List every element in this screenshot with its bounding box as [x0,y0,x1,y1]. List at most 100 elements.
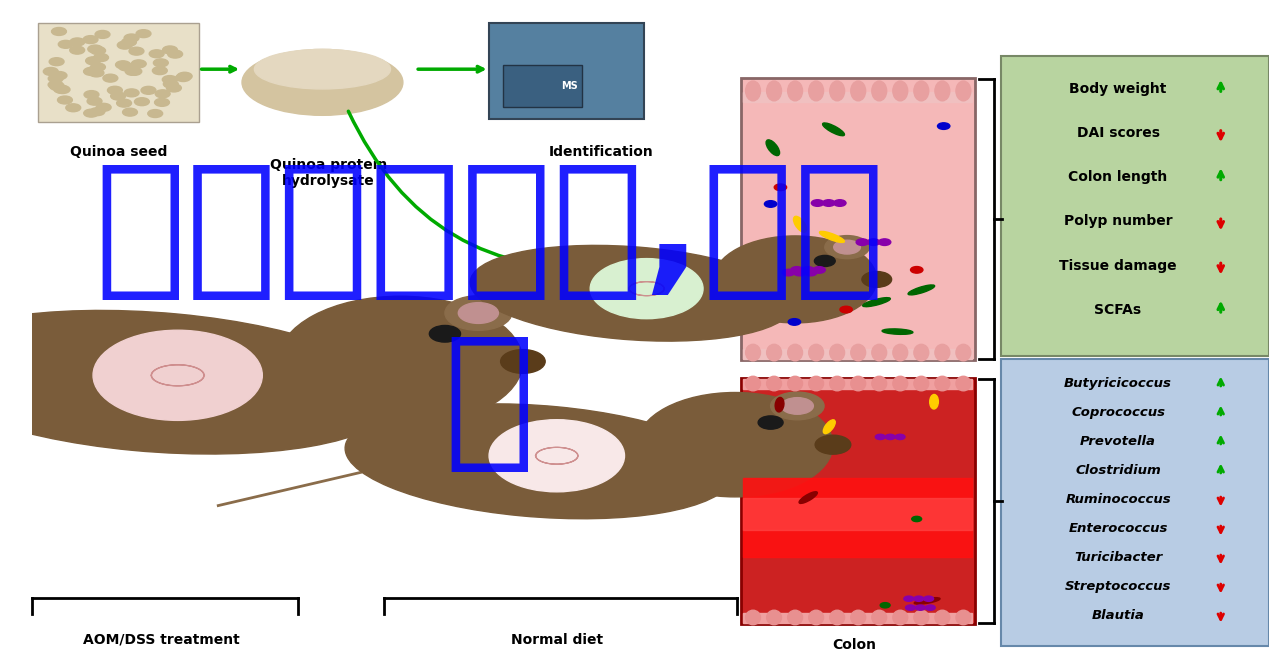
Circle shape [110,92,126,100]
Circle shape [811,200,824,206]
Circle shape [154,59,169,67]
Circle shape [176,74,190,82]
FancyBboxPatch shape [741,378,975,624]
Ellipse shape [808,344,824,361]
Circle shape [119,63,133,71]
Ellipse shape [445,296,511,330]
Circle shape [58,40,74,48]
Text: 农业图片新闻,农业
图: 农业图片新闻,农业 图 [94,156,884,477]
FancyBboxPatch shape [741,78,975,360]
Circle shape [96,103,112,111]
FancyBboxPatch shape [503,65,582,107]
Bar [744,349,972,359]
Circle shape [938,123,950,129]
Circle shape [93,330,263,420]
Text: Tissue damage: Tissue damage [1060,258,1176,273]
Circle shape [168,50,183,58]
Ellipse shape [820,231,844,243]
Circle shape [815,256,835,266]
Circle shape [911,517,921,522]
Circle shape [834,200,846,206]
Text: Quinoa seed: Quinoa seed [70,145,168,159]
Circle shape [924,596,934,602]
Ellipse shape [746,344,760,361]
Circle shape [840,306,853,313]
Ellipse shape [830,81,845,101]
Circle shape [88,45,103,53]
Ellipse shape [914,344,929,361]
Circle shape [774,184,787,190]
Circle shape [84,67,99,75]
Bar [744,613,972,623]
Circle shape [90,47,105,55]
Ellipse shape [766,81,782,101]
Ellipse shape [893,610,907,625]
Ellipse shape [893,81,907,101]
Bar [744,498,972,530]
Ellipse shape [458,302,499,324]
Circle shape [57,96,72,104]
Ellipse shape [850,344,865,361]
Ellipse shape [830,610,845,625]
Circle shape [122,38,136,46]
Ellipse shape [788,81,802,101]
Ellipse shape [893,344,907,361]
Circle shape [49,58,63,66]
Ellipse shape [956,376,971,391]
Ellipse shape [793,216,807,232]
Circle shape [124,34,140,42]
Circle shape [155,90,170,98]
Ellipse shape [822,123,844,136]
FancyBboxPatch shape [490,23,645,119]
Ellipse shape [914,376,929,391]
Circle shape [788,319,801,326]
Circle shape [791,267,803,273]
Ellipse shape [850,610,865,625]
Circle shape [904,596,914,602]
Circle shape [55,86,70,94]
Circle shape [123,108,137,116]
Circle shape [152,67,168,74]
Circle shape [802,267,815,273]
Text: Colon length: Colon length [1068,170,1167,185]
Text: Streptococcus: Streptococcus [1065,580,1171,593]
Text: Normal diet: Normal diet [511,633,604,646]
FancyBboxPatch shape [38,23,199,122]
Ellipse shape [850,376,865,391]
Text: Clostridium: Clostridium [1075,464,1161,477]
Circle shape [86,67,102,74]
Circle shape [793,270,806,276]
Circle shape [162,46,178,54]
Circle shape [925,605,935,610]
Ellipse shape [788,344,802,361]
Ellipse shape [242,49,402,115]
Circle shape [70,38,85,46]
Ellipse shape [935,344,949,361]
Ellipse shape [825,235,869,258]
Circle shape [637,393,832,497]
Bar [744,478,972,557]
Ellipse shape [746,610,760,625]
Ellipse shape [914,81,929,101]
Text: Identification: Identification [548,145,654,159]
Circle shape [166,84,181,92]
Ellipse shape [930,395,938,409]
Text: MS: MS [562,80,579,91]
Circle shape [84,91,99,99]
Circle shape [862,272,892,287]
Circle shape [881,602,890,608]
Circle shape [70,46,85,54]
Ellipse shape [872,610,887,625]
Circle shape [126,67,140,75]
Circle shape [915,605,925,610]
Circle shape [136,30,151,38]
Ellipse shape [830,344,845,361]
Circle shape [822,200,835,206]
Ellipse shape [893,376,907,391]
Ellipse shape [808,610,824,625]
Text: Colon: Colon [832,639,877,652]
Ellipse shape [770,392,824,420]
Circle shape [49,82,65,90]
Ellipse shape [914,610,929,625]
Bar [744,379,972,389]
